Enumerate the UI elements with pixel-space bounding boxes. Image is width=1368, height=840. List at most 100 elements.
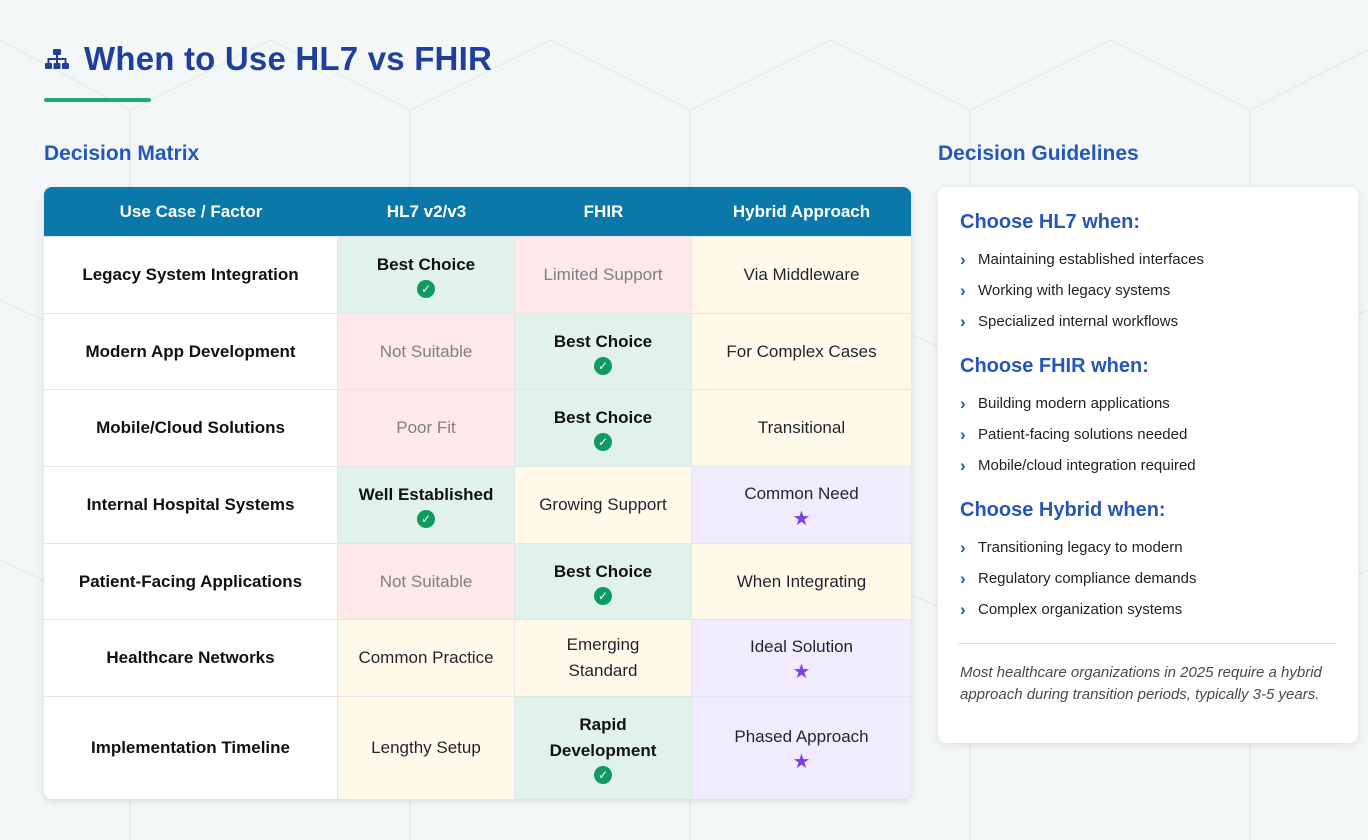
guideline-item-text: Mobile/cloud integration required bbox=[978, 457, 1196, 474]
cell-text: Common Need bbox=[744, 484, 859, 503]
table-row: Implementation Timeline Lengthy Setup Rapi… bbox=[44, 696, 911, 799]
cell-text: Poor Fit bbox=[396, 418, 456, 437]
guideline-list: › Transitioning legacy to modern › Regulato… bbox=[960, 532, 1336, 625]
check-circle-icon: ✓ bbox=[417, 510, 435, 528]
guideline-item-text: Regulatory compliance demands bbox=[978, 570, 1197, 587]
table-row: Modern App Development Not Suitable Best C… bbox=[44, 313, 911, 389]
matrix-cell: Best Choice ✓ bbox=[515, 544, 692, 619]
guideline-item-text: Complex organization systems bbox=[978, 601, 1183, 618]
row-label: Legacy System Integration bbox=[44, 237, 338, 313]
decision-matrix-table: Use Case / Factor HL7 v2/v3 FHIR Hybrid … bbox=[44, 187, 911, 799]
guideline-heading: Choose Hybrid when: bbox=[960, 499, 1166, 521]
star-icon: ★ bbox=[792, 661, 811, 683]
matrix-cell: Rapid Development ✓ bbox=[515, 697, 692, 799]
matrix-cell: Poor Fit bbox=[338, 390, 515, 466]
matrix-cell: Not Suitable bbox=[338, 544, 515, 619]
cell-text: Best Choice bbox=[376, 255, 476, 274]
matrix-cell: Ideal Solution ★ bbox=[692, 620, 911, 696]
header-fhir: FHIR bbox=[583, 201, 624, 221]
matrix-cell: Common Need ★ bbox=[692, 467, 911, 543]
list-item: › Specialized internal workflows bbox=[960, 306, 1336, 337]
chevron-right-icon: › bbox=[960, 568, 966, 588]
list-item: › Maintaining established interfaces bbox=[960, 244, 1336, 275]
table-row: Internal Hospital Systems Well Establishe… bbox=[44, 466, 911, 543]
cell-text: Growing Support bbox=[539, 495, 667, 514]
matrix-cell: Lengthy Setup bbox=[338, 697, 515, 799]
guideline-item-text: Maintaining established interfaces bbox=[978, 251, 1204, 268]
guidelines-note: Most healthcare organizations in 2025 re… bbox=[960, 664, 1322, 703]
matrix-cell: Limited Support bbox=[515, 237, 692, 313]
row-label: Internal Hospital Systems bbox=[44, 467, 338, 543]
header-hybrid: Hybrid Approach bbox=[732, 201, 871, 221]
list-item: › Working with legacy systems bbox=[960, 275, 1336, 306]
matrix-cell: Emerging Standard bbox=[515, 620, 692, 696]
matrix-cell: Best Choice ✓ bbox=[515, 390, 692, 466]
matrix-cell: Well Established ✓ bbox=[338, 467, 515, 543]
cell-text: Best Choice bbox=[553, 331, 653, 351]
guideline-item-text: Building modern applications bbox=[978, 395, 1170, 412]
guideline-list: › Building modern applications › Patient-fa… bbox=[960, 388, 1336, 481]
chevron-right-icon: › bbox=[960, 537, 966, 557]
cell-text: Common Practice bbox=[358, 648, 494, 667]
guideline-groups: Choose HL7 when: › Maintaining established… bbox=[960, 211, 1336, 625]
cell-text: Emerging Standard bbox=[566, 635, 640, 680]
list-item: › Mobile/cloud integration required bbox=[960, 450, 1336, 481]
star-icon: ★ bbox=[792, 508, 811, 530]
row-label: Mobile/Cloud Solutions bbox=[44, 390, 338, 466]
matrix-section-title: Decision Matrix bbox=[44, 142, 200, 165]
list-item: › Transitioning legacy to modern bbox=[960, 532, 1336, 563]
table-row: Legacy System Integration Best Choice ✓ Lim… bbox=[44, 236, 911, 313]
guideline-item-text: Working with legacy systems bbox=[978, 282, 1171, 299]
chevron-right-icon: › bbox=[960, 280, 966, 300]
list-item: › Patient-facing solutions needed bbox=[960, 419, 1336, 450]
cell-text: Well Established bbox=[358, 485, 494, 504]
table-row: Healthcare Networks Common Practice Emergi… bbox=[44, 619, 911, 696]
table-header-row: Use Case / Factor HL7 v2/v3 FHIR Hybrid … bbox=[44, 187, 911, 236]
page-header: When to Use HL7 vs FHIR bbox=[44, 40, 492, 78]
cell-text: Lengthy Setup bbox=[371, 738, 481, 757]
sitemap-icon bbox=[44, 46, 70, 72]
matrix-cell: Common Practice bbox=[338, 620, 515, 696]
cell-text: Via Middleware bbox=[743, 265, 860, 284]
matrix-cell: Transitional bbox=[692, 390, 911, 466]
guideline-item-text: Patient-facing solutions needed bbox=[978, 426, 1188, 443]
list-item: › Complex organization systems bbox=[960, 594, 1336, 625]
cell-text: Best Choice bbox=[553, 561, 653, 581]
table-row: Mobile/Cloud Solutions Poor Fit Best Choic… bbox=[44, 389, 911, 466]
check-circle-icon: ✓ bbox=[594, 356, 612, 375]
cell-text: When Integrating bbox=[736, 571, 867, 591]
row-label: Healthcare Networks bbox=[44, 620, 338, 696]
cell-text: Not Suitable bbox=[379, 341, 473, 361]
chevron-right-icon: › bbox=[960, 249, 966, 269]
table-row: Patient-Facing Applications Not Suitable B… bbox=[44, 543, 911, 619]
header-use-case: Use Case / Factor bbox=[119, 201, 263, 221]
chevron-right-icon: › bbox=[960, 311, 966, 331]
guideline-heading: Choose FHIR when: bbox=[960, 355, 1149, 377]
row-label: Implementation Timeline bbox=[44, 697, 338, 799]
chevron-right-icon: › bbox=[960, 393, 966, 413]
guidelines-card: Choose HL7 when: › Maintaining established… bbox=[938, 187, 1358, 743]
list-item: › Building modern applications bbox=[960, 388, 1336, 419]
row-label: Modern App Development bbox=[44, 314, 338, 389]
cell-text: Rapid Development bbox=[549, 715, 657, 760]
matrix-cell: Best Choice ✓ bbox=[338, 237, 515, 313]
cell-text: Phased Approach bbox=[734, 727, 869, 746]
guideline-list: › Maintaining established interfaces › Work… bbox=[960, 244, 1336, 337]
guideline-item-text: Transitioning legacy to modern bbox=[978, 539, 1183, 556]
matrix-cell: Growing Support bbox=[515, 467, 692, 543]
star-icon: ★ bbox=[792, 751, 811, 773]
matrix-cell: Best Choice ✓ bbox=[515, 314, 692, 389]
row-label: Patient-Facing Applications bbox=[44, 544, 338, 619]
matrix-cell: Phased Approach ★ bbox=[692, 697, 911, 799]
check-circle-icon: ✓ bbox=[594, 433, 612, 451]
cell-text: Best Choice bbox=[553, 408, 653, 427]
cell-text: Limited Support bbox=[543, 265, 663, 284]
header-hl7: HL7 v2/v3 bbox=[386, 201, 467, 221]
matrix-cell: For Complex Cases bbox=[692, 314, 911, 389]
chevron-right-icon: › bbox=[960, 599, 966, 619]
table-body: Legacy System Integration Best Choice ✓ Lim… bbox=[44, 236, 911, 799]
guideline-heading: Choose HL7 when: bbox=[960, 211, 1141, 233]
page-title: When to Use HL7 vs FHIR bbox=[84, 40, 492, 77]
check-circle-icon: ✓ bbox=[417, 280, 435, 298]
cell-text: Transitional bbox=[757, 418, 846, 437]
